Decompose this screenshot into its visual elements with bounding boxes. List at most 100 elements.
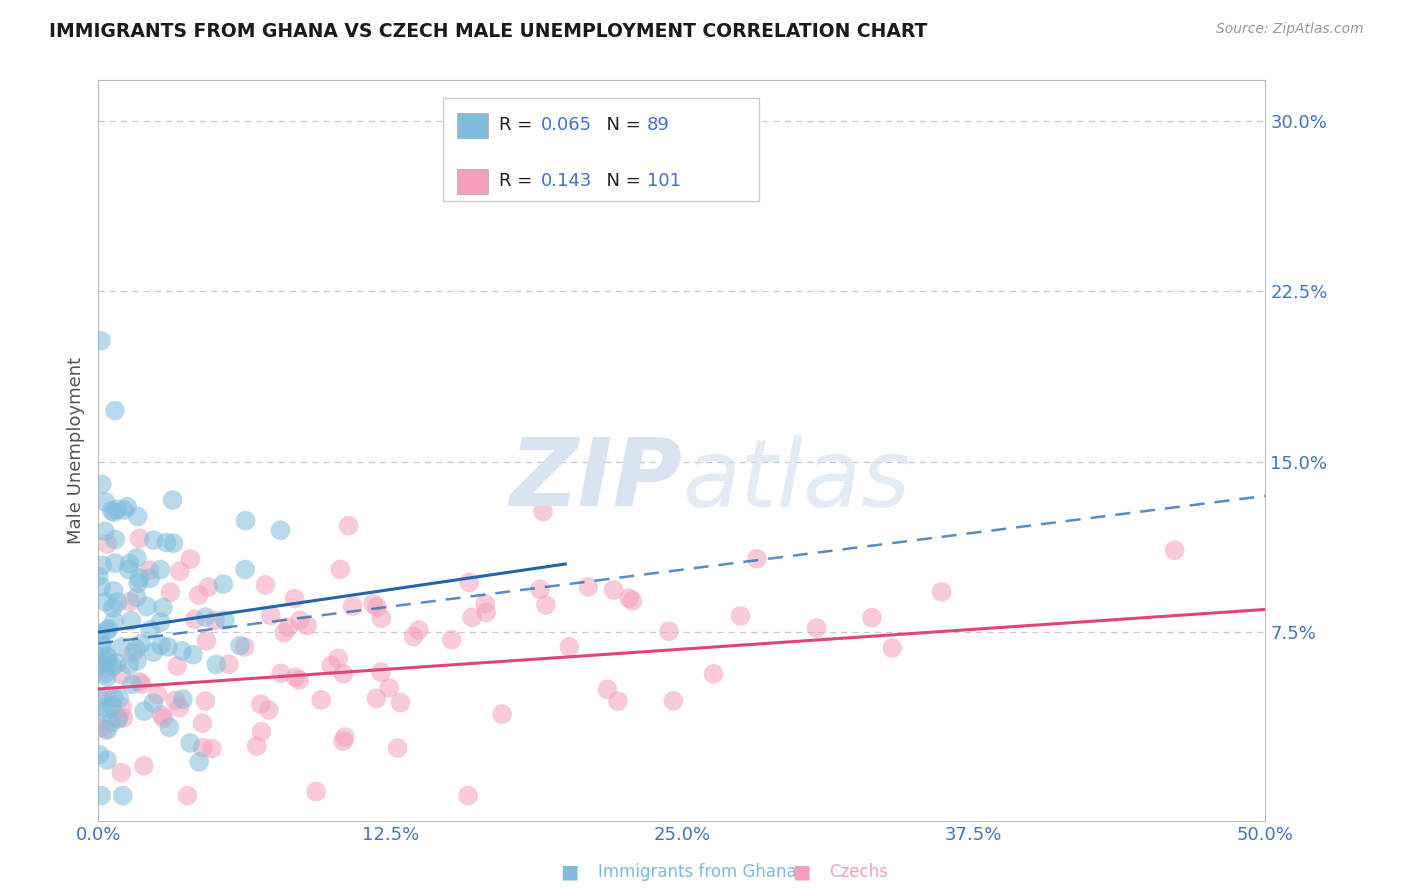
Point bbox=[118, 657, 141, 672]
Text: Czechs: Czechs bbox=[830, 863, 889, 881]
Point bbox=[458, 575, 481, 590]
Text: ■: ■ bbox=[560, 863, 579, 882]
Text: ■: ■ bbox=[792, 863, 811, 882]
Point bbox=[89, 721, 111, 735]
Point bbox=[702, 666, 724, 681]
Point bbox=[491, 706, 513, 721]
Point bbox=[101, 600, 124, 615]
Text: 101: 101 bbox=[647, 172, 681, 190]
Point bbox=[111, 640, 134, 654]
Point bbox=[475, 605, 498, 619]
Point bbox=[204, 613, 226, 627]
Point bbox=[90, 477, 112, 491]
Point bbox=[270, 523, 292, 537]
Point bbox=[89, 747, 111, 762]
Point bbox=[166, 659, 188, 673]
Point bbox=[89, 657, 111, 671]
Point bbox=[461, 610, 484, 624]
Point bbox=[93, 701, 115, 715]
Text: 0.143: 0.143 bbox=[541, 172, 593, 190]
Point bbox=[142, 645, 165, 659]
Point bbox=[91, 639, 114, 653]
Point bbox=[170, 644, 193, 658]
Text: atlas: atlas bbox=[682, 434, 910, 525]
Point bbox=[110, 667, 132, 681]
Point bbox=[169, 700, 191, 714]
Point bbox=[195, 633, 218, 648]
Point bbox=[96, 649, 118, 664]
Point bbox=[128, 675, 150, 690]
Point bbox=[229, 639, 252, 653]
Point bbox=[157, 720, 180, 734]
Point bbox=[104, 556, 127, 570]
Point bbox=[408, 623, 430, 637]
Point bbox=[91, 558, 114, 573]
Point bbox=[94, 666, 117, 681]
Point bbox=[387, 741, 409, 756]
Point bbox=[181, 648, 204, 662]
Point bbox=[254, 578, 277, 592]
Point bbox=[172, 692, 194, 706]
Point bbox=[89, 691, 111, 706]
Point bbox=[596, 682, 619, 697]
Point bbox=[112, 503, 135, 517]
Text: Immigrants from Ghana: Immigrants from Ghana bbox=[598, 863, 796, 881]
Point bbox=[370, 665, 392, 680]
Point bbox=[97, 650, 120, 665]
Point bbox=[105, 656, 128, 670]
Point bbox=[602, 582, 624, 597]
Point bbox=[142, 696, 165, 710]
Point bbox=[366, 691, 388, 706]
Point bbox=[882, 640, 904, 655]
Point bbox=[176, 789, 198, 803]
Point bbox=[531, 505, 554, 519]
Point bbox=[370, 611, 392, 625]
Point bbox=[150, 638, 173, 652]
Point bbox=[93, 524, 115, 539]
Point bbox=[745, 551, 768, 566]
Point bbox=[277, 620, 299, 634]
Point bbox=[97, 656, 120, 670]
Point bbox=[183, 612, 205, 626]
Point bbox=[212, 577, 235, 591]
Point bbox=[150, 707, 173, 722]
Point bbox=[100, 715, 122, 730]
Point bbox=[361, 597, 384, 611]
Point bbox=[214, 613, 236, 627]
Point bbox=[121, 677, 143, 691]
Point bbox=[94, 595, 117, 609]
Point bbox=[122, 645, 145, 659]
Point bbox=[162, 536, 184, 550]
Point bbox=[474, 597, 496, 611]
Point bbox=[104, 533, 127, 547]
Point bbox=[218, 657, 240, 672]
Point bbox=[329, 562, 352, 576]
Point bbox=[90, 658, 112, 673]
Point bbox=[101, 699, 124, 714]
Point bbox=[155, 535, 177, 549]
Point bbox=[159, 585, 181, 599]
Point bbox=[93, 706, 115, 720]
Point bbox=[146, 688, 169, 702]
Point bbox=[97, 622, 120, 636]
Point bbox=[142, 533, 165, 547]
Point bbox=[110, 765, 132, 780]
Point bbox=[90, 789, 112, 803]
Point bbox=[149, 615, 172, 630]
Point bbox=[94, 495, 117, 509]
Point bbox=[125, 550, 148, 565]
Point bbox=[295, 618, 318, 632]
Point bbox=[152, 600, 174, 615]
Point bbox=[105, 502, 128, 516]
Point bbox=[128, 571, 150, 585]
Point bbox=[135, 599, 157, 614]
Point bbox=[205, 657, 228, 672]
Point bbox=[149, 563, 172, 577]
Point bbox=[165, 693, 187, 707]
Point bbox=[125, 654, 148, 668]
Point bbox=[246, 739, 269, 753]
Point bbox=[179, 736, 201, 750]
Point bbox=[337, 518, 360, 533]
Point bbox=[658, 624, 681, 639]
Point bbox=[96, 690, 118, 704]
